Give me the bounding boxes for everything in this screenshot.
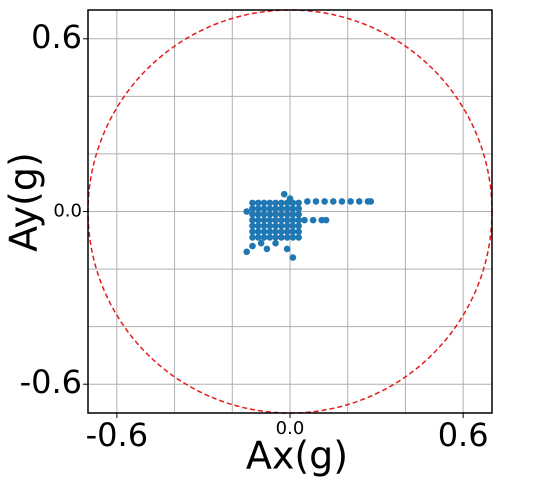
data-point: [289, 205, 297, 212]
data-point: [347, 198, 354, 205]
data-point: [295, 228, 302, 235]
data-point: [272, 216, 279, 224]
data-point: [260, 205, 268, 212]
data-point: [254, 222, 262, 230]
data-point: [278, 234, 285, 241]
data-point: [266, 211, 274, 218]
data-point: [249, 199, 256, 207]
data-point: [329, 198, 337, 205]
data-point: [254, 228, 262, 235]
data-point: [283, 245, 291, 253]
data-point: [312, 198, 320, 205]
data-point: [280, 190, 288, 198]
data-point: [278, 216, 285, 224]
data-point: [249, 216, 256, 224]
data-point: [257, 239, 265, 247]
data-point: [283, 216, 291, 224]
x-tick-label: -0.6: [86, 416, 148, 454]
data-point: [272, 222, 279, 230]
data-point: [249, 234, 256, 241]
data-point: [367, 198, 375, 205]
data-point: [254, 234, 262, 241]
data-point: [295, 216, 302, 224]
data-point: [309, 216, 317, 224]
data-point: [272, 211, 279, 218]
data-point: [295, 222, 302, 230]
data-point: [289, 254, 297, 261]
data-point: [295, 234, 302, 241]
data-point: [278, 211, 285, 218]
data-point: [266, 216, 274, 224]
data-point: [283, 234, 291, 241]
data-point: [266, 234, 274, 241]
data-point: [338, 198, 346, 205]
data-point: [289, 234, 297, 241]
data-point: [254, 211, 262, 218]
data-point: [295, 199, 302, 207]
data-point: [249, 205, 256, 212]
data-point: [249, 242, 256, 250]
data-point: [266, 199, 274, 207]
data-point: [254, 216, 262, 224]
data-point: [286, 195, 294, 202]
data-point: [278, 199, 285, 207]
plot-frame: [87, 9, 493, 414]
data-point: [278, 205, 285, 212]
data-point: [272, 228, 279, 235]
data-point: [272, 234, 279, 241]
data-point: [278, 228, 285, 235]
data-point: [295, 211, 302, 218]
data-point: [260, 222, 268, 230]
data-point: [283, 222, 291, 230]
data-point: [263, 245, 271, 253]
data-point: [304, 198, 311, 205]
y-tick-label: 0.6: [31, 18, 82, 56]
data-point: [260, 228, 268, 235]
data-point: [243, 208, 251, 215]
y-tick-label: 0.0: [53, 201, 82, 222]
data-point: [283, 211, 291, 218]
data-point: [272, 205, 279, 212]
data-point: [272, 199, 279, 207]
data-point: [254, 199, 262, 207]
data-point: [272, 239, 279, 247]
data-point: [289, 222, 297, 230]
data-point: [249, 222, 256, 230]
data-point: [322, 216, 330, 224]
data-point: [301, 216, 308, 224]
data-point: [355, 198, 363, 205]
data-point: [289, 211, 297, 218]
data-point: [283, 205, 291, 212]
data-point: [243, 248, 251, 256]
data-point: [266, 205, 274, 212]
x-axis-label: Ax(g): [246, 434, 348, 478]
data-point: [260, 216, 268, 224]
data-point: [260, 199, 268, 207]
x-tick-label: 0.0: [276, 418, 305, 439]
data-point: [266, 222, 274, 230]
data-point: [295, 205, 302, 212]
data-point: [289, 216, 297, 224]
data-point: [266, 228, 274, 235]
data-point: [249, 228, 256, 235]
data-point: [254, 205, 262, 212]
data-point: [260, 234, 268, 241]
data-point: [289, 228, 297, 235]
y-axis-label: Ay(g): [2, 152, 46, 252]
y-tick-label: -0.6: [20, 363, 82, 401]
data-point: [260, 211, 268, 218]
data-point: [283, 228, 291, 235]
data-point: [278, 222, 285, 230]
data-point: [249, 211, 256, 218]
data-point: [321, 198, 328, 205]
x-tick-label: 0.6: [438, 416, 489, 454]
